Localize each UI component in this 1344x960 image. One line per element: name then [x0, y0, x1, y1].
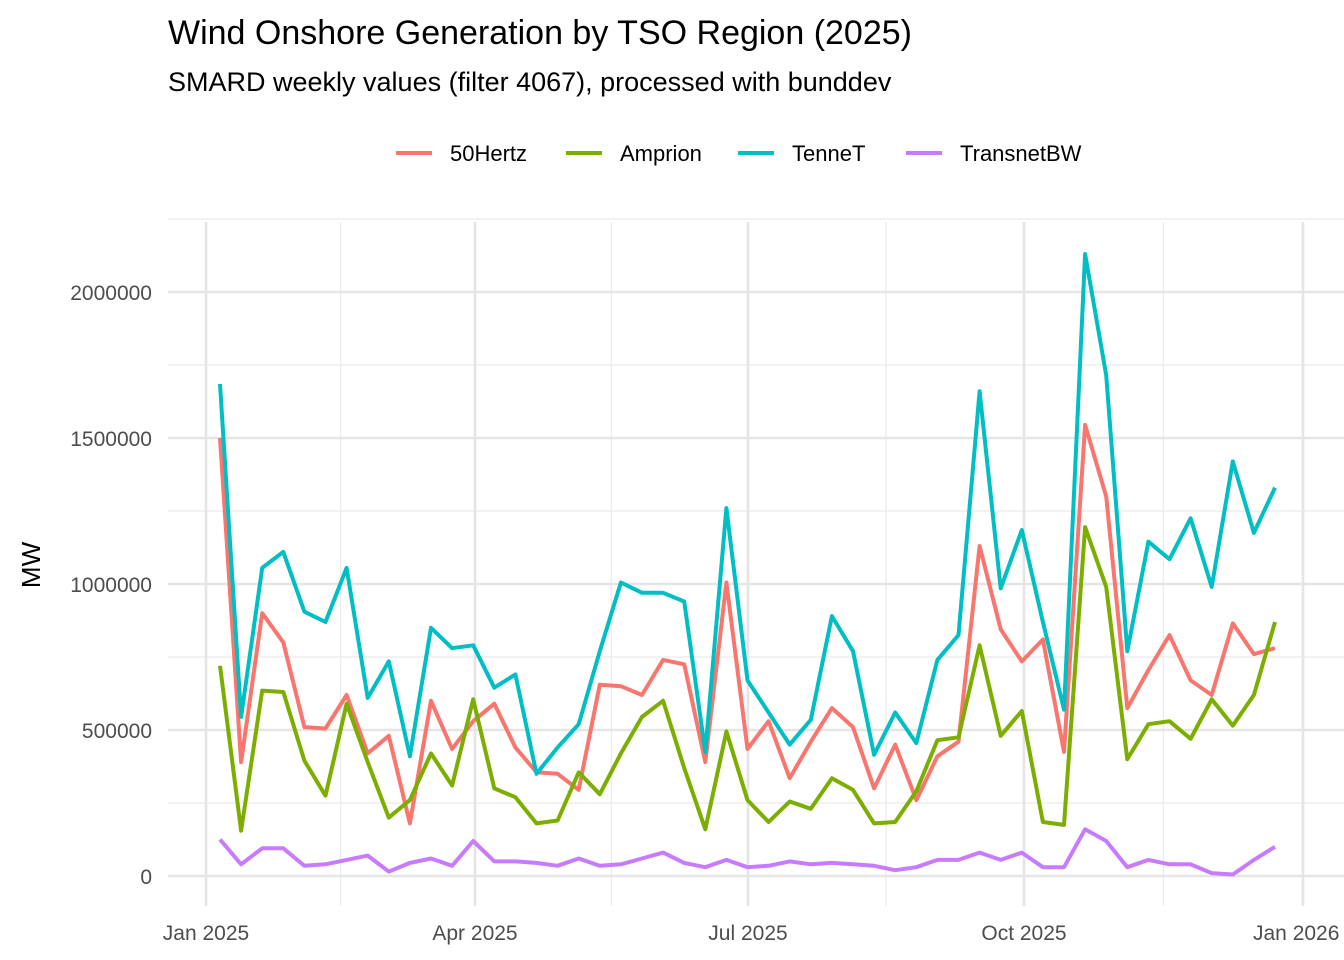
series-line-transnetbw — [218, 827, 1277, 877]
legend-label: Amprion — [620, 141, 702, 166]
y-tick-label: 2000000 — [70, 282, 152, 305]
chart-subtitle: SMARD weekly values (filter 4067), proce… — [168, 67, 892, 97]
series-group — [218, 252, 1277, 877]
legend-item-transnetbw: TransnetBW — [906, 141, 1082, 166]
legend-label: TenneT — [792, 141, 865, 166]
y-tick-label: 0 — [140, 866, 152, 889]
legend: 50Hertz Amprion TenneT TransnetBW — [396, 141, 1082, 166]
series-line-50hertz — [218, 422, 1276, 826]
grid — [168, 218, 1344, 906]
legend-item-50hertz: 50Hertz — [396, 141, 527, 166]
y-tick-label: 1500000 — [70, 428, 152, 451]
x-tick-label: Oct 2025 — [981, 922, 1066, 945]
chart-title: Wind Onshore Generation by TSO Region (2… — [168, 14, 912, 52]
x-tick-label: Jul 2025 — [708, 922, 787, 945]
y-tick-label: 1000000 — [70, 574, 152, 597]
y-tick-label: 500000 — [82, 720, 152, 743]
y-axis-ticks: 0 500000 1000000 1500000 2000000 — [70, 282, 152, 889]
legend-item-tennet: TenneT — [738, 141, 865, 166]
x-tick-label: Jan 2026 — [1253, 922, 1339, 945]
series-line-amprion — [218, 525, 1277, 833]
y-axis-label: MW — [16, 541, 46, 588]
legend-label: TransnetBW — [960, 141, 1082, 166]
legend-label: 50Hertz — [450, 141, 527, 166]
x-tick-label: Apr 2025 — [432, 922, 517, 945]
legend-item-amprion: Amprion — [566, 141, 702, 166]
x-tick-label: Jan 2025 — [163, 922, 249, 945]
series-line-tennet — [218, 252, 1277, 776]
x-axis-ticks: Jan 2025 Apr 2025 Jul 2025 Oct 2025 Jan 2026 — [163, 922, 1340, 945]
